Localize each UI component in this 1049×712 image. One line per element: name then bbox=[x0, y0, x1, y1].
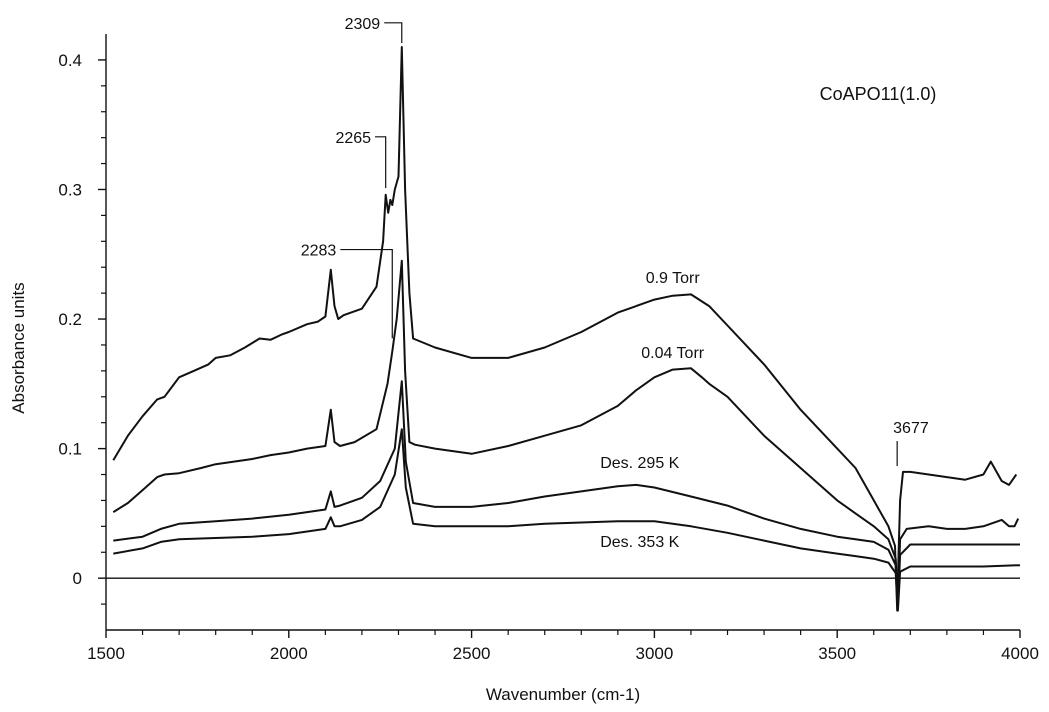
peak-label: 2265 bbox=[335, 130, 371, 147]
peak-leader-line bbox=[375, 136, 387, 189]
x-axis-title: Wavenumber (cm-1) bbox=[486, 685, 640, 704]
y-tick-label: 0.2 bbox=[58, 310, 82, 329]
series-label: Des. 295 K bbox=[600, 455, 679, 472]
spectrum-line-2 bbox=[112, 259, 1020, 606]
tick-labels: 1500 2000 2500 3000 3500 4000 0 0.1 0.2 0.3 0.4 bbox=[58, 51, 1039, 663]
peak-label: 2283 bbox=[301, 243, 337, 260]
sample-label: CoAPO11(1.0) bbox=[820, 84, 937, 104]
x-tick-label: 2000 bbox=[270, 644, 308, 663]
axes bbox=[105, 34, 1020, 631]
y-tick-label: 0.4 bbox=[58, 51, 82, 70]
y-tick-label: 0.1 bbox=[58, 440, 82, 459]
series-label: 0.9 Torr bbox=[646, 270, 701, 287]
peak-label: 3677 bbox=[893, 420, 929, 437]
series-label: Des. 353 K bbox=[600, 534, 679, 551]
x-tick-label: 3000 bbox=[635, 644, 673, 663]
spectrum-line-3 bbox=[113, 380, 1020, 608]
peak-annotations: 2309 2265 2283 3677 bbox=[301, 16, 929, 467]
x-tick-label: 1500 bbox=[87, 644, 125, 663]
y-axis-title: Absorbance units bbox=[9, 282, 28, 413]
spectra-curves: 0.9 Torr 0.04 Torr Des. 295 K Des. 353 K bbox=[112, 46, 1021, 612]
peak-label: 2309 bbox=[345, 16, 381, 33]
x-tick-label: 2500 bbox=[453, 644, 491, 663]
x-tick-label: 3500 bbox=[818, 644, 856, 663]
tick-marks bbox=[98, 59, 1021, 638]
spectrum-line-4 bbox=[113, 428, 1021, 612]
y-tick-label: 0 bbox=[73, 569, 82, 588]
x-tick-label: 4000 bbox=[1001, 644, 1039, 663]
peak-leader-line bbox=[384, 22, 403, 43]
spectrum-line-1 bbox=[112, 46, 1018, 612]
y-tick-label: 0.3 bbox=[58, 180, 82, 199]
series-label: 0.04 Torr bbox=[641, 345, 705, 362]
peak-leader-line bbox=[340, 248, 393, 339]
